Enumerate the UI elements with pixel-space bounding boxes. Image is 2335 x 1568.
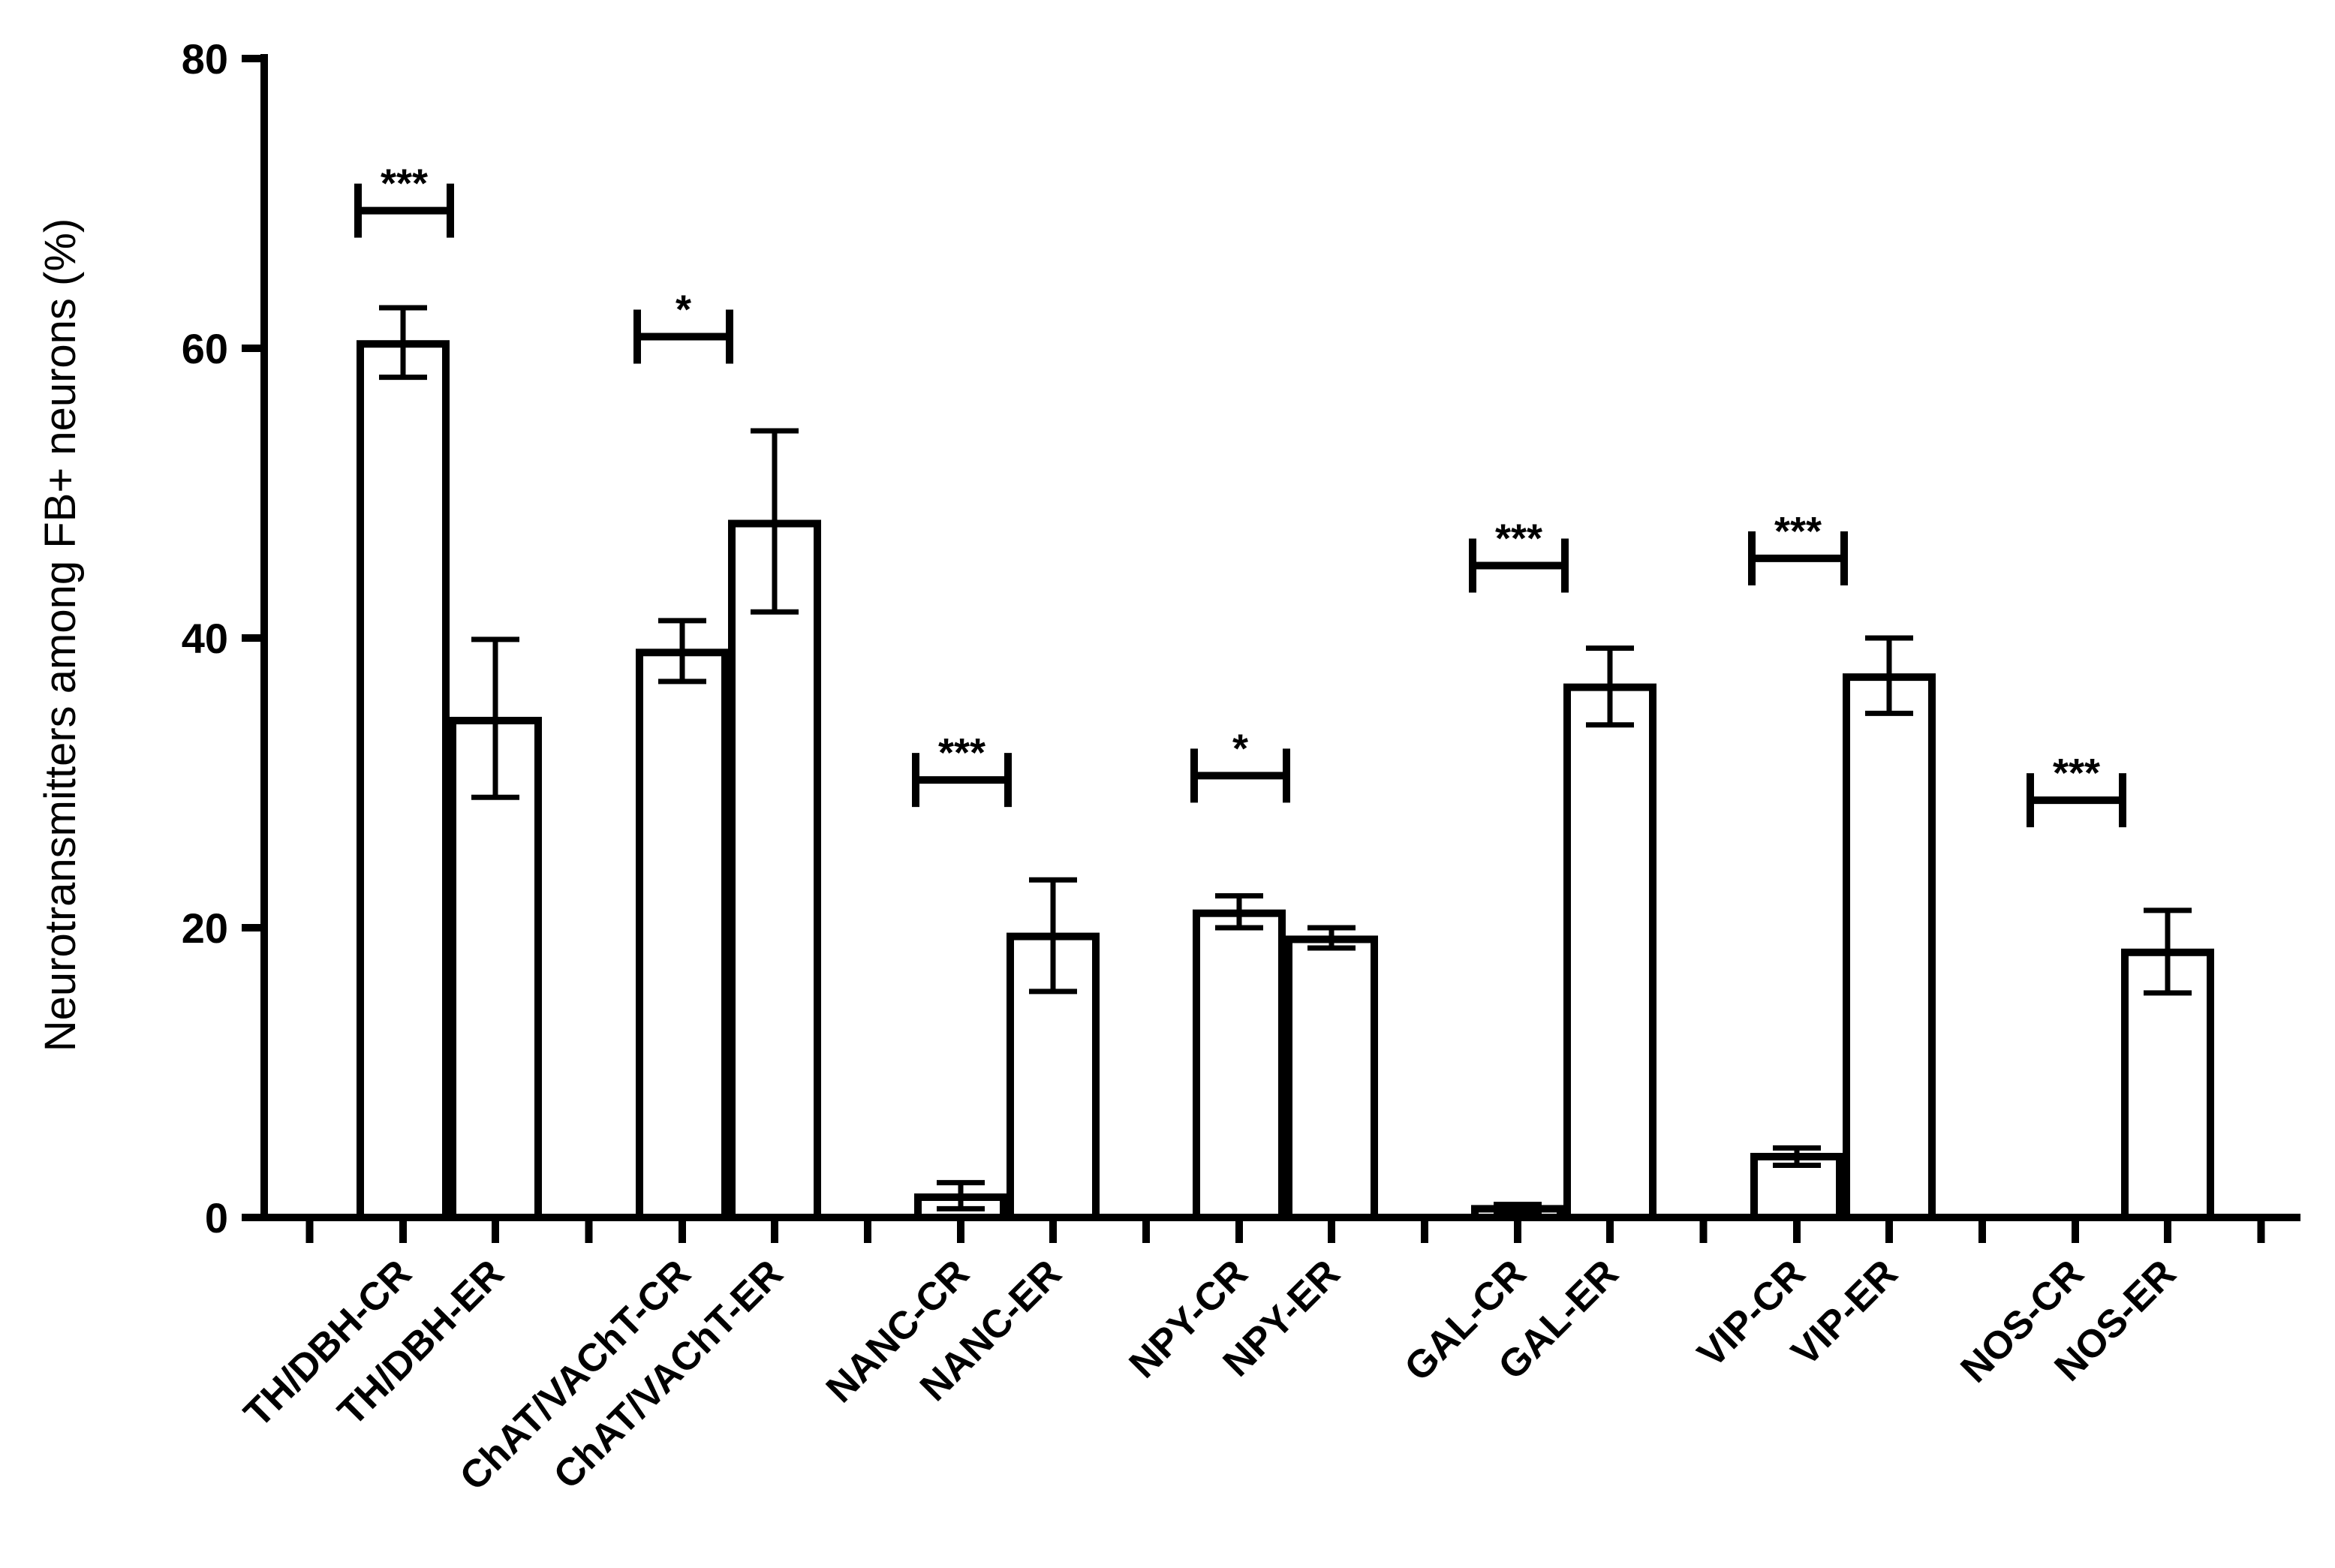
bar-VIP-ER (1843, 673, 1936, 1221)
bar-GAL-ER (1563, 683, 1656, 1221)
y-tick-label: 40 (182, 615, 228, 662)
x-tick-label: VIP-CR (1690, 1251, 1814, 1376)
bar-NPY-CR (1193, 909, 1286, 1221)
significance-label: *** (2053, 751, 2100, 796)
x-tick-label: VIP-ER (1783, 1251, 1906, 1374)
significance-label: *** (1774, 509, 1822, 554)
plot-area: 020406080TH/DBH-CRTH/DBH-ER***ChAT/VAChT… (182, 35, 2300, 1499)
bar-TH/DBH-CR (357, 340, 450, 1222)
significance-label: *** (938, 730, 985, 775)
significance-label: * (676, 287, 691, 333)
bar-TH/DBH-ER (449, 717, 542, 1221)
y-tick-label: 80 (182, 35, 228, 83)
bar-ChAT/VAChT-ER (728, 519, 821, 1221)
significance-label: *** (381, 161, 428, 206)
bar-ChAT/VAChT-CR (636, 649, 729, 1221)
y-tick-label: 60 (182, 325, 228, 372)
y-tick-label: 20 (182, 904, 228, 952)
significance-label: * (1232, 726, 1248, 771)
bar-NPY-ER (1285, 935, 1378, 1221)
significance-label: *** (1495, 516, 1542, 561)
y-axis-title: Neurotransmitters among FB+ neurons (%) (36, 218, 85, 1052)
y-tick-label: 0 (205, 1194, 228, 1241)
